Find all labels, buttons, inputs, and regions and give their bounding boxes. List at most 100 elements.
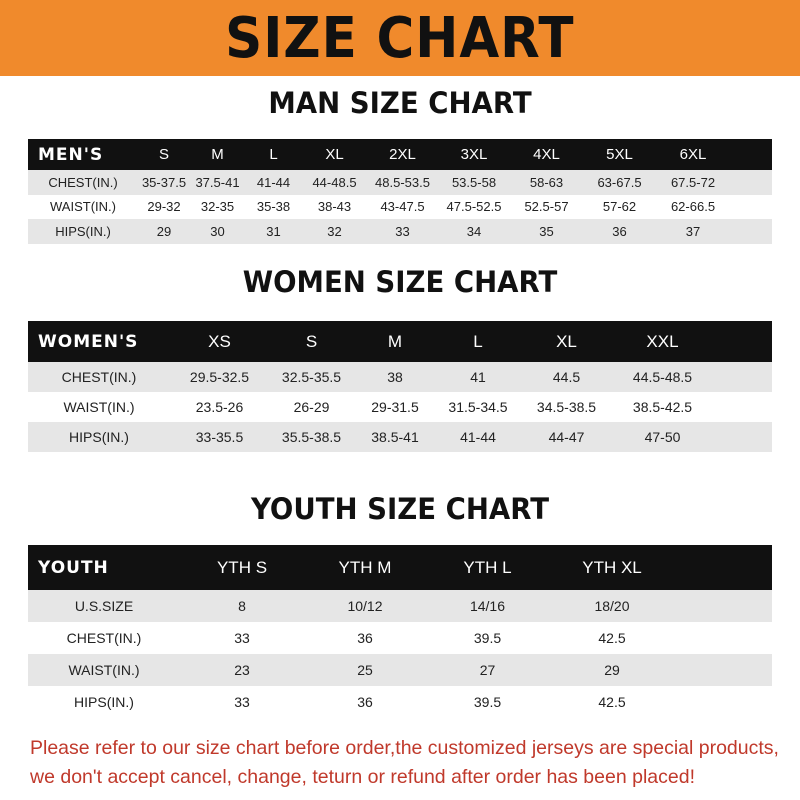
row-label: WOMEN'S bbox=[38, 331, 139, 352]
cell: 18/20 bbox=[594, 598, 630, 614]
table-row: HIPS(IN.) 33-35.5 35.5-38.5 38.5-41 41-44 44-… bbox=[28, 422, 772, 452]
cell: 38-43 bbox=[317, 199, 352, 215]
cell: 67.5-72 bbox=[670, 174, 716, 190]
cell: M bbox=[387, 331, 403, 351]
row-label: CHEST(IN.) bbox=[48, 174, 118, 190]
cell: 32 bbox=[327, 223, 342, 239]
cell: 31 bbox=[266, 223, 281, 239]
cell: 34.5-38.5 bbox=[536, 399, 597, 415]
cell: 25 bbox=[357, 662, 373, 678]
women-size-table: WOMEN'S XS S M L XL XXL CHEST(IN.) 29.5-32.5 32.5… bbox=[28, 321, 772, 452]
table-row: HIPS(IN.) 29 30 31 32 33 34 35 36 37 bbox=[28, 219, 772, 244]
cell: YTH S bbox=[216, 557, 268, 577]
cell: 2XL bbox=[389, 146, 416, 163]
cell: XS bbox=[208, 331, 231, 351]
cell: 44.5-48.5 bbox=[632, 369, 693, 385]
banner: SIZE CHART bbox=[0, 0, 800, 76]
cell: M bbox=[211, 146, 224, 163]
table-row: WAIST(IN.) 29-32 32-35 35-38 38-43 43-47.5 47.… bbox=[28, 195, 772, 220]
cell: 33 bbox=[395, 223, 410, 239]
cell: YTH L bbox=[463, 557, 512, 577]
cell: 42.5 bbox=[598, 694, 626, 710]
cell: 35-38 bbox=[256, 199, 291, 215]
cell: XXL bbox=[646, 331, 679, 351]
cell: 44-47 bbox=[548, 429, 585, 445]
cell: S bbox=[305, 331, 318, 351]
cell: 38 bbox=[387, 369, 403, 385]
cell: 4XL bbox=[533, 146, 560, 163]
cell: 29-31.5 bbox=[371, 399, 419, 415]
cell: 33 bbox=[234, 630, 250, 646]
cell: 32.5-35.5 bbox=[281, 369, 342, 385]
cell: 42.5 bbox=[598, 630, 626, 646]
cell: 35-37.5 bbox=[141, 174, 187, 190]
cell: 57-62 bbox=[602, 199, 637, 215]
cell: 31.5-34.5 bbox=[448, 399, 508, 415]
note-line-2: we don't accept cancel, change, teturn o… bbox=[30, 766, 695, 788]
cell: 29.5-32.5 bbox=[189, 369, 250, 385]
cell: 38.5-41 bbox=[371, 429, 419, 445]
header-row: MEN'S S M L XL 2XL 3XL 4XL 5XL 6XL bbox=[28, 139, 772, 170]
cell: 29-32 bbox=[147, 199, 181, 215]
row-label: CHEST(IN.) bbox=[61, 369, 137, 385]
cell: 44.5 bbox=[552, 369, 581, 385]
cell: 26-29 bbox=[293, 399, 330, 415]
cell: 23 bbox=[234, 662, 250, 678]
table-row: CHEST(IN.) 35-37.5 37.5-41 41-44 44-48.5 48.5… bbox=[28, 170, 772, 195]
cell: 44-48.5 bbox=[312, 174, 357, 190]
row-label: HIPS(IN.) bbox=[55, 223, 111, 239]
cell: 10/12 bbox=[347, 598, 383, 614]
banner-title: SIZE CHART bbox=[225, 5, 575, 71]
table-row: WAIST(IN.) 23 25 27 29 bbox=[28, 654, 772, 686]
cell: 29 bbox=[604, 662, 620, 678]
cell: 30 bbox=[210, 223, 225, 239]
order-note: Please refer to our size chart before or… bbox=[30, 734, 790, 792]
cell: 32-35 bbox=[200, 199, 235, 215]
cell: XL bbox=[556, 331, 577, 351]
cell: 6XL bbox=[679, 146, 707, 163]
cell: 58-63 bbox=[529, 174, 564, 190]
row-label: HIPS(IN.) bbox=[74, 694, 134, 710]
cell: XL bbox=[325, 146, 344, 163]
cell: 34 bbox=[466, 223, 482, 239]
youth-size-table: YOUTH YTH S YTH M YTH L YTH XL U.S.SIZE 8 10/12… bbox=[28, 545, 772, 718]
cell: L bbox=[269, 146, 278, 163]
cell: 41 bbox=[470, 369, 486, 385]
women-title: WOMEN SIZE CHART bbox=[242, 265, 558, 299]
cell: 38.5-42.5 bbox=[632, 399, 693, 415]
cell: 36 bbox=[357, 694, 373, 710]
cell: 47.5-52.5 bbox=[446, 199, 502, 215]
cell: 35.5-38.5 bbox=[281, 429, 342, 445]
cell: 14/16 bbox=[469, 598, 506, 614]
cell: 41-44 bbox=[460, 429, 496, 445]
header-row: YOUTH YTH S YTH M YTH L YTH XL bbox=[28, 545, 772, 590]
cell: 33-35.5 bbox=[195, 429, 244, 445]
cell: S bbox=[158, 146, 169, 163]
row-label: YOUTH bbox=[38, 557, 109, 578]
row-label: WAIST(IN.) bbox=[63, 399, 135, 415]
cell: 63-67.5 bbox=[597, 174, 642, 190]
row-label: CHEST(IN.) bbox=[66, 630, 142, 646]
cell: 23.5-26 bbox=[195, 399, 244, 415]
cell: 27 bbox=[479, 662, 496, 678]
cell: L bbox=[473, 331, 483, 351]
cell: 36 bbox=[357, 630, 373, 646]
cell: 47-50 bbox=[644, 429, 681, 445]
header-row: WOMEN'S XS S M L XL XXL bbox=[28, 321, 772, 362]
men-title: MAN SIZE CHART bbox=[268, 86, 532, 120]
men-size-table: MEN'S S M L XL 2XL 3XL 4XL 5XL 6XL CHEST(IN.) 35-37… bbox=[28, 139, 772, 244]
cell: YTH M bbox=[338, 557, 392, 577]
cell: 33 bbox=[234, 694, 250, 710]
cell: YTH XL bbox=[582, 557, 642, 577]
cell: 29 bbox=[156, 223, 172, 239]
cell: 37 bbox=[685, 223, 701, 239]
cell: 35 bbox=[539, 223, 554, 239]
cell: 52.5-57 bbox=[524, 199, 569, 215]
table-row: WAIST(IN.) 23.5-26 26-29 29-31.5 31.5-34.5 34… bbox=[28, 392, 772, 422]
table-row: HIPS(IN.) 33 36 39.5 42.5 bbox=[28, 686, 772, 718]
row-label: WAIST(IN.) bbox=[68, 662, 140, 678]
row-label: MEN'S bbox=[38, 144, 104, 165]
cell: 8 bbox=[238, 598, 246, 614]
row-label: WAIST(IN.) bbox=[50, 199, 116, 215]
cell: 48.5-53.5 bbox=[375, 174, 430, 190]
